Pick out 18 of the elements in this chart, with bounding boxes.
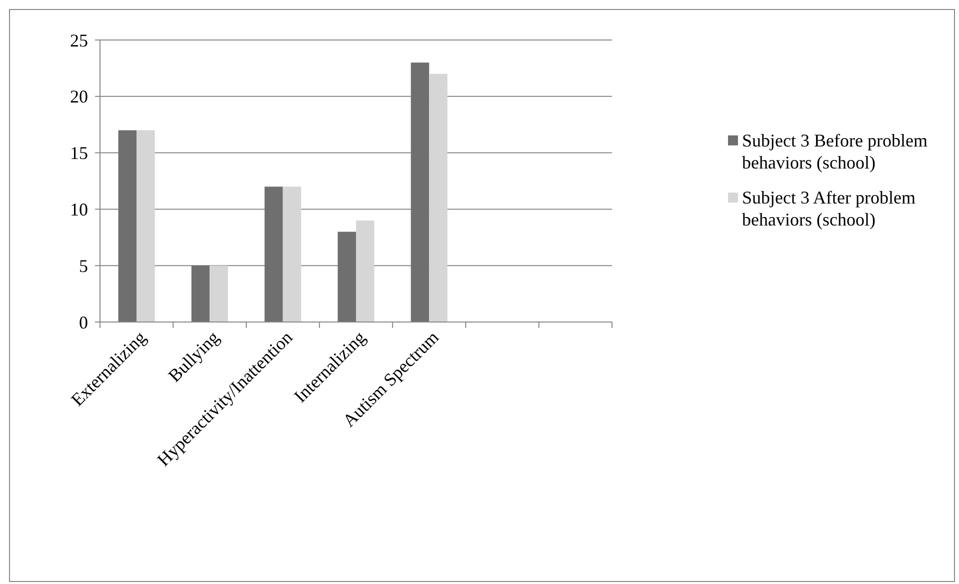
legend-label: Subject 3 Before problem behaviors (school) (742, 130, 928, 172)
y-tick-label: 10 (70, 200, 88, 220)
y-tick-label: 15 (70, 143, 88, 164)
y-tick-label: 0 (79, 312, 88, 332)
y-tick-label: 25 (70, 30, 88, 50)
bar (429, 74, 448, 322)
bar (136, 130, 155, 322)
bar (282, 186, 302, 322)
bar (264, 186, 283, 322)
y-tick-label: 5 (79, 256, 88, 276)
bar (410, 62, 430, 322)
bar (210, 266, 228, 322)
bar (356, 220, 374, 322)
bar (191, 266, 210, 322)
bar (338, 232, 356, 322)
bar (118, 130, 137, 322)
y-tick-label: 20 (70, 86, 88, 107)
legend-label: Subject 3 After problem behaviors (school) (742, 188, 916, 230)
